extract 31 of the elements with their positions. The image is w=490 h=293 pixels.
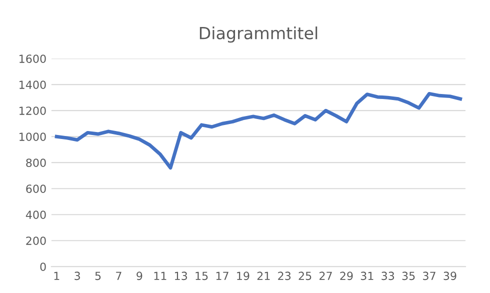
y-tick-label: 200	[26, 236, 46, 246]
x-tick-label: 27	[320, 272, 332, 280]
y-tick-label: 1600	[20, 54, 46, 63]
x-tick-label: 1	[54, 272, 60, 280]
x-tick-label: 19	[237, 272, 250, 280]
x-tick-label: 5	[95, 272, 101, 280]
x-tick-label: 3	[74, 272, 80, 280]
x-tick-label: 35	[402, 272, 415, 280]
x-tick-label: 31	[360, 272, 374, 280]
x-tick-label: 25	[298, 272, 312, 280]
x-tick-label: 15	[196, 272, 208, 280]
x-tick-label: 9	[136, 272, 142, 280]
x-tick-label: 7	[116, 272, 122, 280]
chart-title: Diagrammtitel	[200, 26, 318, 43]
x-tick-label: 11	[154, 272, 166, 280]
x-tick-label: 29	[340, 272, 353, 280]
x-tick-label: 33	[382, 272, 394, 280]
x-tick-label: 37	[423, 272, 436, 280]
x-tick-label: 21	[257, 272, 270, 280]
x-tick-label: 17	[216, 272, 228, 280]
y-tick-label: 0	[40, 262, 46, 272]
x-tick-label: 23	[278, 272, 291, 280]
x-tick-label: 13	[174, 272, 188, 280]
y-tick-label: 800	[26, 158, 46, 167]
x-tick-label: 39	[444, 272, 456, 280]
y-tick-label: 1000	[20, 132, 46, 141]
y-tick-label: 400	[26, 210, 46, 219]
line-series	[54, 92, 462, 170]
y-tick-label: 1200	[20, 106, 46, 115]
y-tick-label: 600	[26, 184, 46, 193]
y-tick-label: 1400	[20, 80, 46, 89]
